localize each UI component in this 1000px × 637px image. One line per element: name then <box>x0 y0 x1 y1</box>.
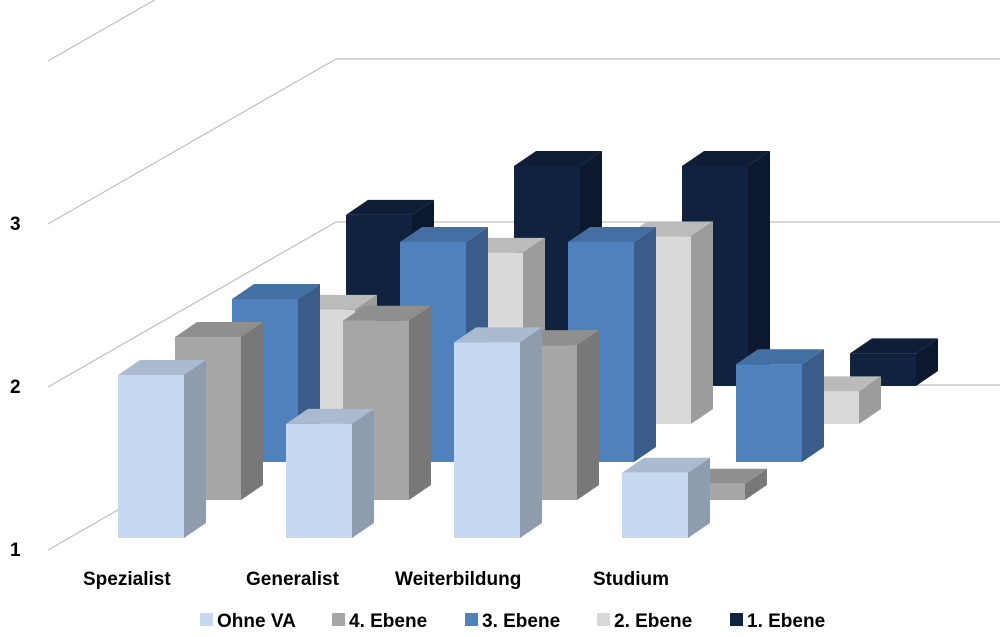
y-tick-label: 3 <box>10 214 21 235</box>
legend-label: 3. Ebene <box>482 611 560 632</box>
bar-ohne-va-weiterbildung <box>454 327 542 538</box>
bar-ohne-va-generalist <box>286 408 374 538</box>
bar-ohne-va-spezialist <box>118 360 206 538</box>
legend-item: 4. Ebene <box>332 611 427 632</box>
bar-3-ebene-studium <box>736 349 824 462</box>
legend-label: 4. Ebene <box>349 611 427 632</box>
legend: Ohne VA 4. Ebene 3. Ebene 2. Ebene 1. Ebene <box>200 611 825 632</box>
legend-label: 2. Ebene <box>614 611 692 632</box>
gridline-diagonal <box>47 58 337 225</box>
category-label: Studium <box>593 569 669 590</box>
bar-ohne-va-studium <box>622 457 710 538</box>
category-label: Generalist <box>246 569 340 590</box>
legend-swatch <box>730 613 743 626</box>
gridline-diagonal <box>47 221 337 388</box>
category-label: Weiterbildung <box>395 569 521 590</box>
category-label: Spezialist <box>83 569 171 590</box>
legend-swatch <box>200 613 213 626</box>
bars <box>118 150 938 538</box>
y-axis-ticks: 1 2 3 <box>10 214 21 561</box>
legend-swatch <box>332 613 345 626</box>
legend-label: 1. Ebene <box>747 611 825 632</box>
legend-item: 3. Ebene <box>465 611 560 632</box>
legend-swatch <box>465 613 478 626</box>
legend-item: 2. Ebene <box>597 611 692 632</box>
legend-label: Ohne VA <box>217 611 296 632</box>
legend-item: 1. Ebene <box>730 611 825 632</box>
y-tick-label: 2 <box>10 377 21 398</box>
gridline-diagonal <box>47 0 156 62</box>
y-tick-label: 1 <box>10 540 21 561</box>
legend-item: Ohne VA <box>200 611 296 632</box>
legend-swatch <box>597 613 610 626</box>
category-labels: Spezialist Generalist Weiterbildung Studium <box>83 569 669 590</box>
